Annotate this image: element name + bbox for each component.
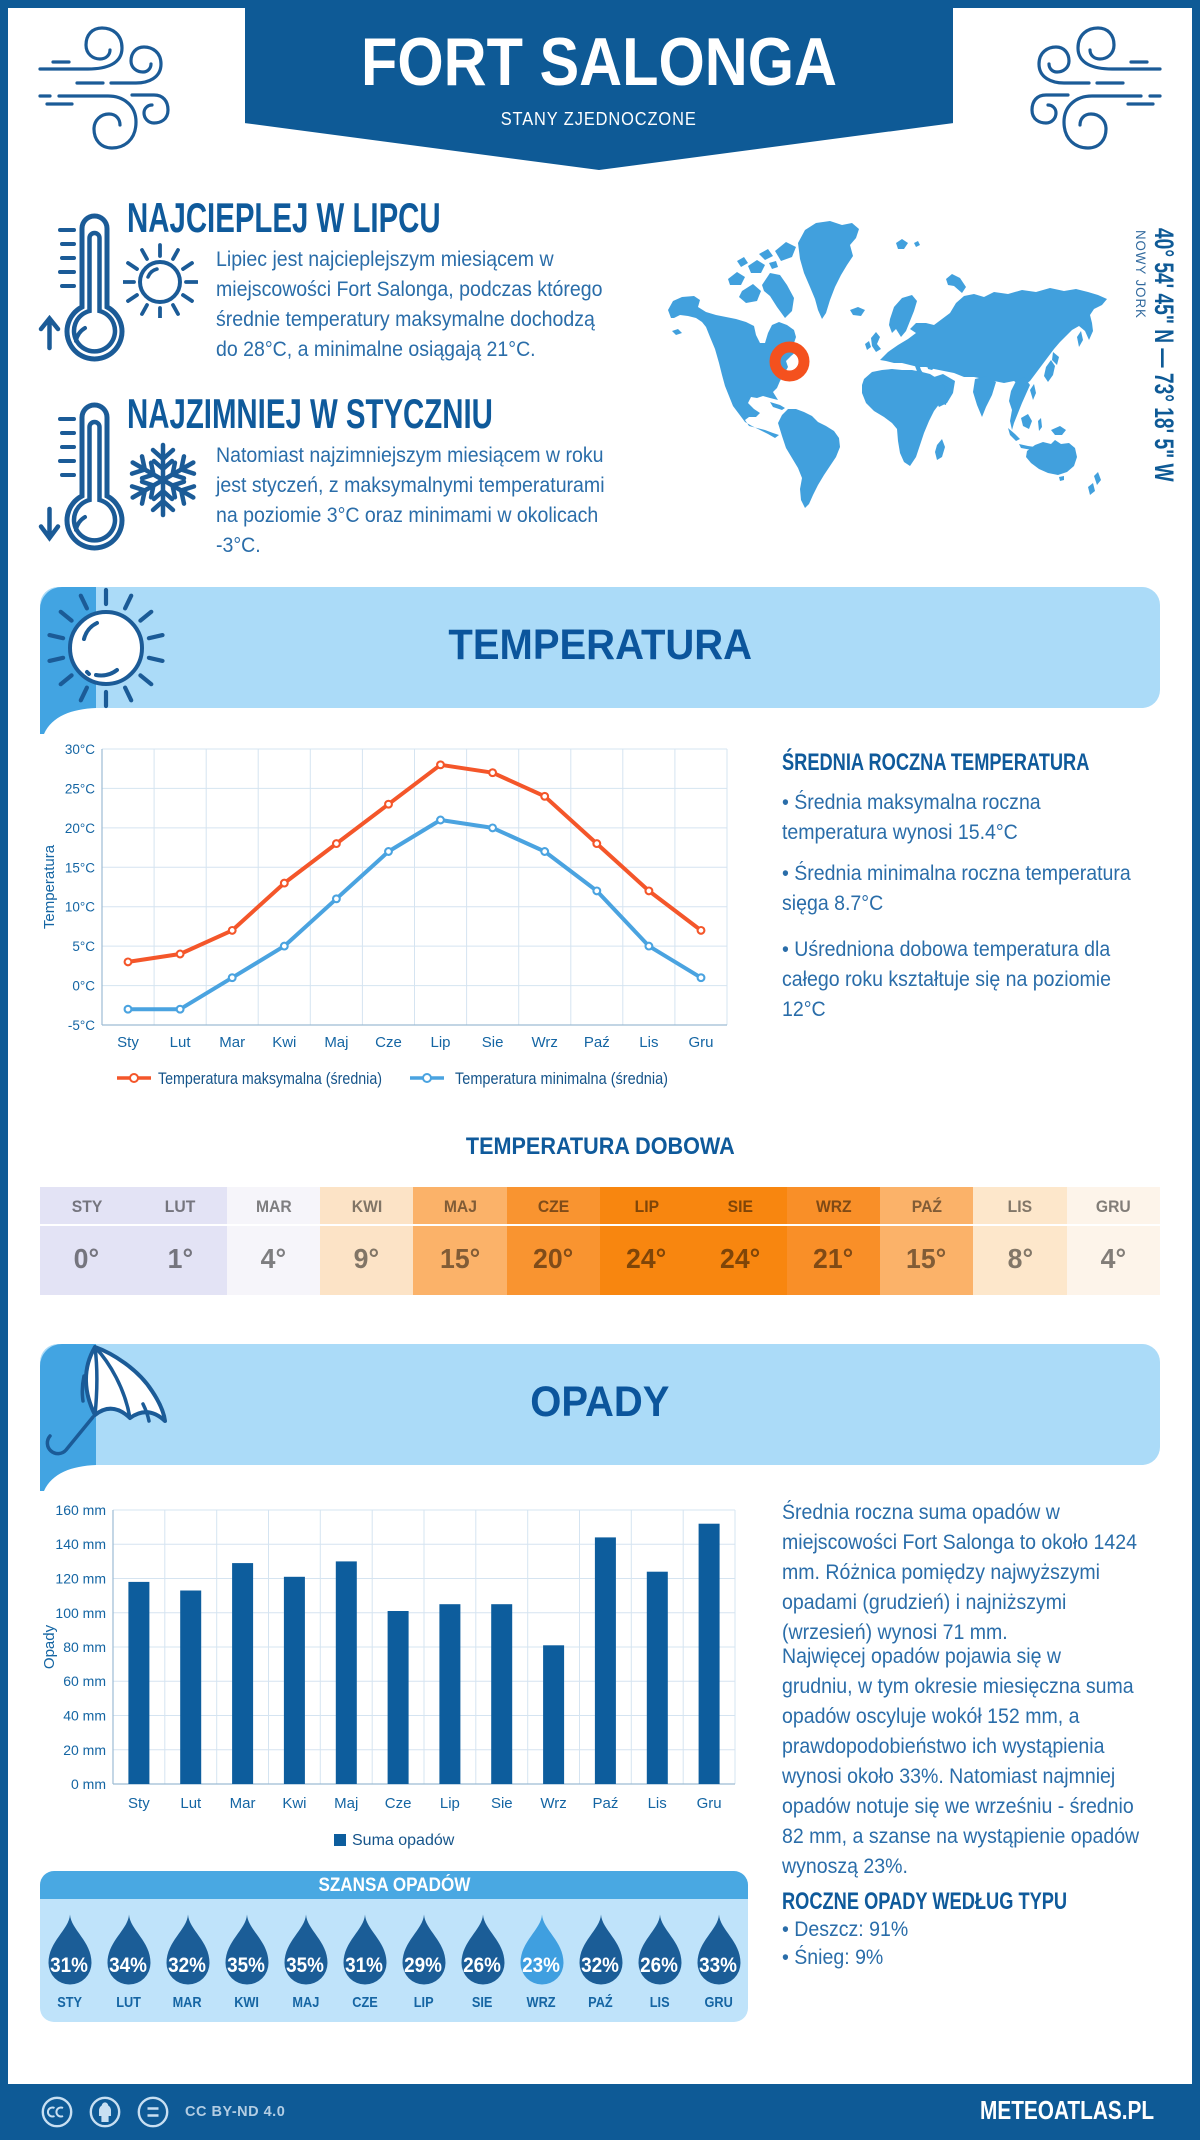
svg-text:Maj: Maj: [324, 1034, 348, 1051]
svg-text:25°C: 25°C: [65, 781, 95, 796]
svg-text:160 mm: 160 mm: [55, 1502, 106, 1518]
svg-text:Paź: Paź: [584, 1034, 610, 1051]
svg-text:100 mm: 100 mm: [55, 1605, 106, 1621]
svg-text:80 mm: 80 mm: [63, 1639, 106, 1655]
svg-text:0°C: 0°C: [72, 979, 95, 994]
svg-text:30°C: 30°C: [65, 742, 95, 757]
svg-text:Temperatura: Temperatura: [41, 844, 58, 929]
svg-text:Sty: Sty: [117, 1034, 139, 1051]
svg-text:10°C: 10°C: [65, 900, 95, 915]
svg-text:20 mm: 20 mm: [63, 1742, 106, 1758]
svg-text:Maj: Maj: [334, 1795, 358, 1812]
svg-text:Sty: Sty: [128, 1795, 150, 1812]
svg-text:120 mm: 120 mm: [55, 1571, 106, 1587]
svg-text:15°C: 15°C: [65, 860, 95, 875]
svg-text:5°C: 5°C: [72, 939, 95, 954]
svg-text:Lis: Lis: [639, 1034, 658, 1051]
svg-text:Lut: Lut: [170, 1034, 192, 1051]
svg-text:Lip: Lip: [440, 1795, 460, 1812]
svg-text:Lut: Lut: [180, 1795, 202, 1812]
svg-text:0 mm: 0 mm: [71, 1776, 106, 1792]
svg-text:Wrz: Wrz: [532, 1034, 558, 1051]
svg-text:Opady: Opady: [41, 1624, 58, 1669]
svg-text:Sie: Sie: [491, 1795, 513, 1812]
svg-text:Wrz: Wrz: [540, 1795, 566, 1812]
svg-text:60 mm: 60 mm: [63, 1673, 106, 1689]
svg-text:Mar: Mar: [219, 1034, 245, 1051]
svg-text:Kwi: Kwi: [272, 1034, 296, 1051]
svg-text:-5°C: -5°C: [68, 1018, 95, 1033]
svg-text:140 mm: 140 mm: [55, 1536, 106, 1552]
svg-text:Gru: Gru: [688, 1034, 713, 1051]
svg-text:40 mm: 40 mm: [63, 1708, 106, 1724]
svg-text:Sie: Sie: [482, 1034, 504, 1051]
svg-text:Paź: Paź: [592, 1795, 618, 1812]
svg-text:Temperatura minimalna (średnia: Temperatura minimalna (średnia): [455, 1070, 668, 1088]
svg-text:Suma opadów: Suma opadów: [352, 1832, 455, 1849]
svg-text:Cze: Cze: [385, 1795, 412, 1812]
svg-text:20°C: 20°C: [65, 821, 95, 836]
svg-text:Gru: Gru: [697, 1795, 722, 1812]
svg-text:Temperatura maksymalna (średni: Temperatura maksymalna (średnia): [158, 1070, 382, 1088]
svg-text:Mar: Mar: [230, 1795, 256, 1812]
svg-text:Lip: Lip: [430, 1034, 450, 1051]
svg-text:Lis: Lis: [648, 1795, 667, 1812]
svg-text:Cze: Cze: [375, 1034, 402, 1051]
svg-text:Kwi: Kwi: [282, 1795, 306, 1812]
